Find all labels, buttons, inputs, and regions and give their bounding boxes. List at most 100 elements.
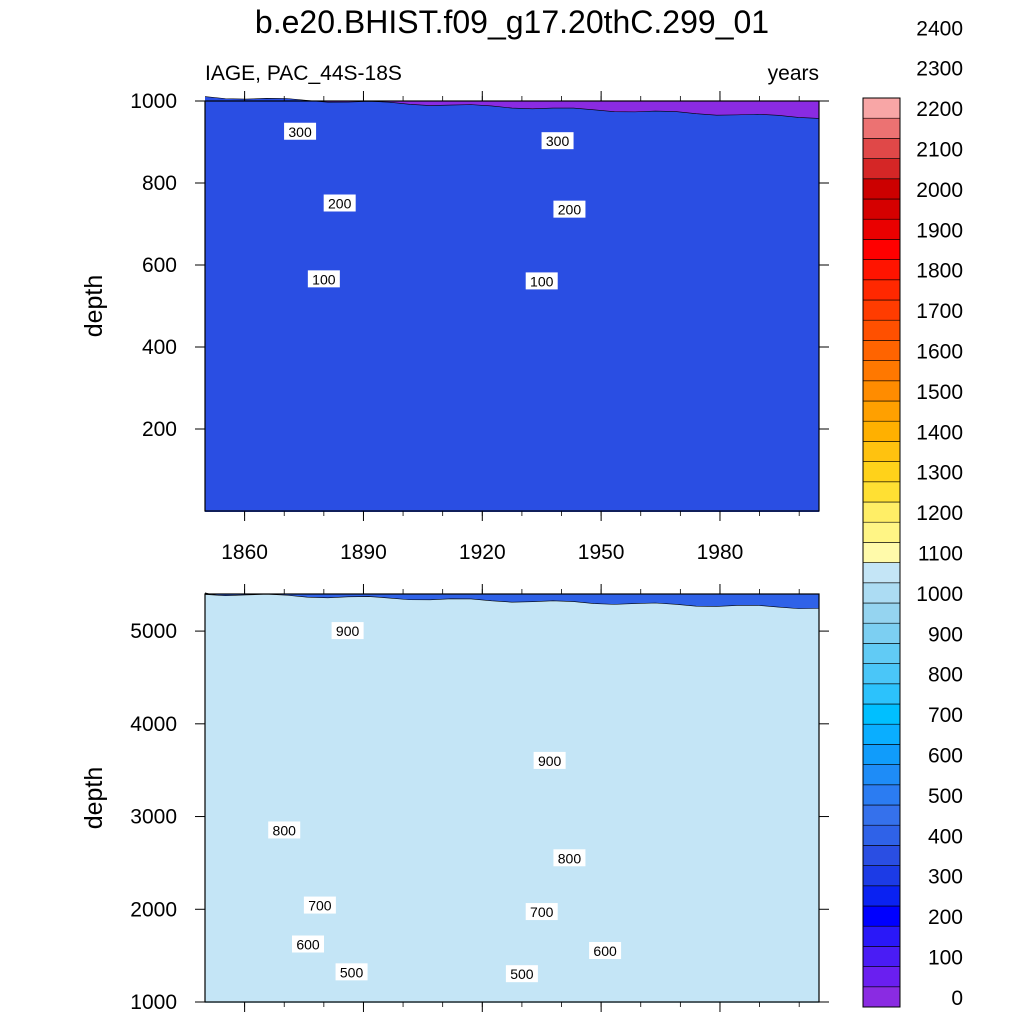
colorbar-swatch xyxy=(862,905,901,927)
colorbar-swatch xyxy=(862,764,901,786)
colorbar-swatch xyxy=(862,703,901,725)
y-tick-label: 5000 xyxy=(130,620,177,643)
contour-label-bg xyxy=(553,200,586,218)
clip-mask xyxy=(204,512,820,542)
contour-label: 200 xyxy=(323,194,356,212)
colorbar-swatch xyxy=(862,885,901,907)
colorbar-swatch xyxy=(862,744,901,765)
colorbar: 0 100 200 300 400 500 600 700 800 900 1000 1100 1200… xyxy=(862,17,963,1010)
plot-frame xyxy=(204,100,820,512)
colorbar-swatch xyxy=(862,441,901,462)
contour-label-bg xyxy=(533,751,566,769)
contour-line-1050 xyxy=(204,593,820,609)
colorbar-label: 1100 xyxy=(918,543,963,566)
contour-label-text: 700 xyxy=(308,898,332,914)
colorbar-swatch xyxy=(862,117,901,139)
contour-label-bg xyxy=(525,272,558,290)
y-tick-label: 1000 xyxy=(130,991,177,1014)
colorbar-label: 300 xyxy=(928,866,963,889)
contour-label: 100 xyxy=(525,272,558,290)
colorbar-label: 2200 xyxy=(916,98,963,121)
colorbar-label: 2000 xyxy=(916,179,963,202)
contour-label-text: 300 xyxy=(288,124,312,140)
x-tick-label: 1890 xyxy=(340,541,387,564)
contour-label-bg xyxy=(335,963,368,981)
panel-lower: 1000 2000 3000 4000 5000 depth 500 500 600 600 700… xyxy=(80,584,829,1024)
contour-label-bg xyxy=(268,821,301,839)
contour-label: 200 xyxy=(553,200,586,218)
colorbar-swatch xyxy=(862,158,901,180)
contour-label-text: 600 xyxy=(593,943,617,959)
contour-label-text: 800 xyxy=(273,822,297,838)
contour-label-bg xyxy=(307,270,340,288)
y-axis-label: depth xyxy=(80,767,108,830)
contour-label: 900 xyxy=(331,622,364,640)
contour-label-text: 100 xyxy=(530,273,554,289)
contour-label-text: 600 xyxy=(296,937,320,953)
clip-mask xyxy=(204,1003,820,1024)
contour-label: 500 xyxy=(335,963,368,981)
colorbar-swatch xyxy=(862,138,901,159)
contour-label-bg xyxy=(331,622,364,640)
colorbar-swatch xyxy=(862,865,901,887)
contour-label-text: 500 xyxy=(510,966,534,982)
colorbar-label: 1500 xyxy=(916,381,963,404)
colorbar-swatch xyxy=(862,380,901,402)
colorbar-frame xyxy=(862,97,901,1008)
colorbar-label: 1700 xyxy=(916,300,963,323)
contour-band-1050 xyxy=(205,594,819,1022)
colorbar-label: 1200 xyxy=(916,502,963,525)
contour-label-text: 900 xyxy=(538,753,562,769)
x-tick-label: 1950 xyxy=(578,541,625,564)
colorbar-label: 1400 xyxy=(916,421,963,444)
colorbar-swatch xyxy=(862,602,901,624)
panel-upper: 200 400 600 800 1000 1860 1890 1920 1950 1980 dept… xyxy=(80,90,829,564)
colorbar-swatch xyxy=(862,643,901,664)
colorbar-label: 2400 xyxy=(916,17,963,40)
contour-band-350 xyxy=(205,96,819,531)
contour-label: 300 xyxy=(541,132,574,150)
colorbar-label: 400 xyxy=(928,825,963,848)
colorbar-label: 700 xyxy=(928,704,963,727)
colorbar-swatch xyxy=(862,784,901,806)
colorbar-swatch xyxy=(862,198,901,220)
colorbar-swatch xyxy=(862,279,901,301)
contour-label: 800 xyxy=(268,821,301,839)
y-tick-label: 600 xyxy=(142,254,177,277)
colorbar-swatch xyxy=(862,845,901,866)
colorbar-swatch xyxy=(862,420,901,442)
colorbar-label: 2300 xyxy=(916,58,963,81)
colorbar-swatch xyxy=(862,360,901,382)
colorbar-swatch xyxy=(862,683,901,705)
colorbar-label: 1000 xyxy=(916,583,963,606)
colorbar-label: 900 xyxy=(928,623,963,646)
contour-label: 700 xyxy=(525,903,558,921)
contour-label: 600 xyxy=(291,935,324,953)
colorbar-swatch xyxy=(862,622,901,644)
contour-label-bg xyxy=(553,849,586,867)
colorbar-label: 2100 xyxy=(916,139,963,162)
contour-label-bg xyxy=(505,965,538,983)
colorbar-label: 1900 xyxy=(916,219,963,242)
colorbar-label: 800 xyxy=(928,664,963,687)
colorbar-label: 100 xyxy=(928,947,963,970)
contour-label: 300 xyxy=(284,122,317,140)
colorbar-label: 1800 xyxy=(916,260,963,283)
colorbar-swatch xyxy=(862,946,901,967)
colorbar-swatch xyxy=(862,521,901,543)
contour-label: 700 xyxy=(303,896,336,914)
colorbar-label: 0 xyxy=(951,987,963,1010)
y-tick-label: 3000 xyxy=(130,806,177,829)
y-axis-label: depth xyxy=(80,275,108,338)
y-tick-label: 1000 xyxy=(130,90,177,113)
contour-label-bg xyxy=(284,122,317,140)
colorbar-swatch xyxy=(862,804,901,826)
contour-label: 900 xyxy=(533,751,566,769)
colorbar-swatch xyxy=(862,562,901,584)
y-tick-label: 200 xyxy=(142,418,177,441)
plot-frame xyxy=(204,593,820,1003)
colorbar-label: 1300 xyxy=(916,462,963,485)
colorbar-swatch xyxy=(862,259,901,281)
colorbar-swatch xyxy=(862,582,901,604)
